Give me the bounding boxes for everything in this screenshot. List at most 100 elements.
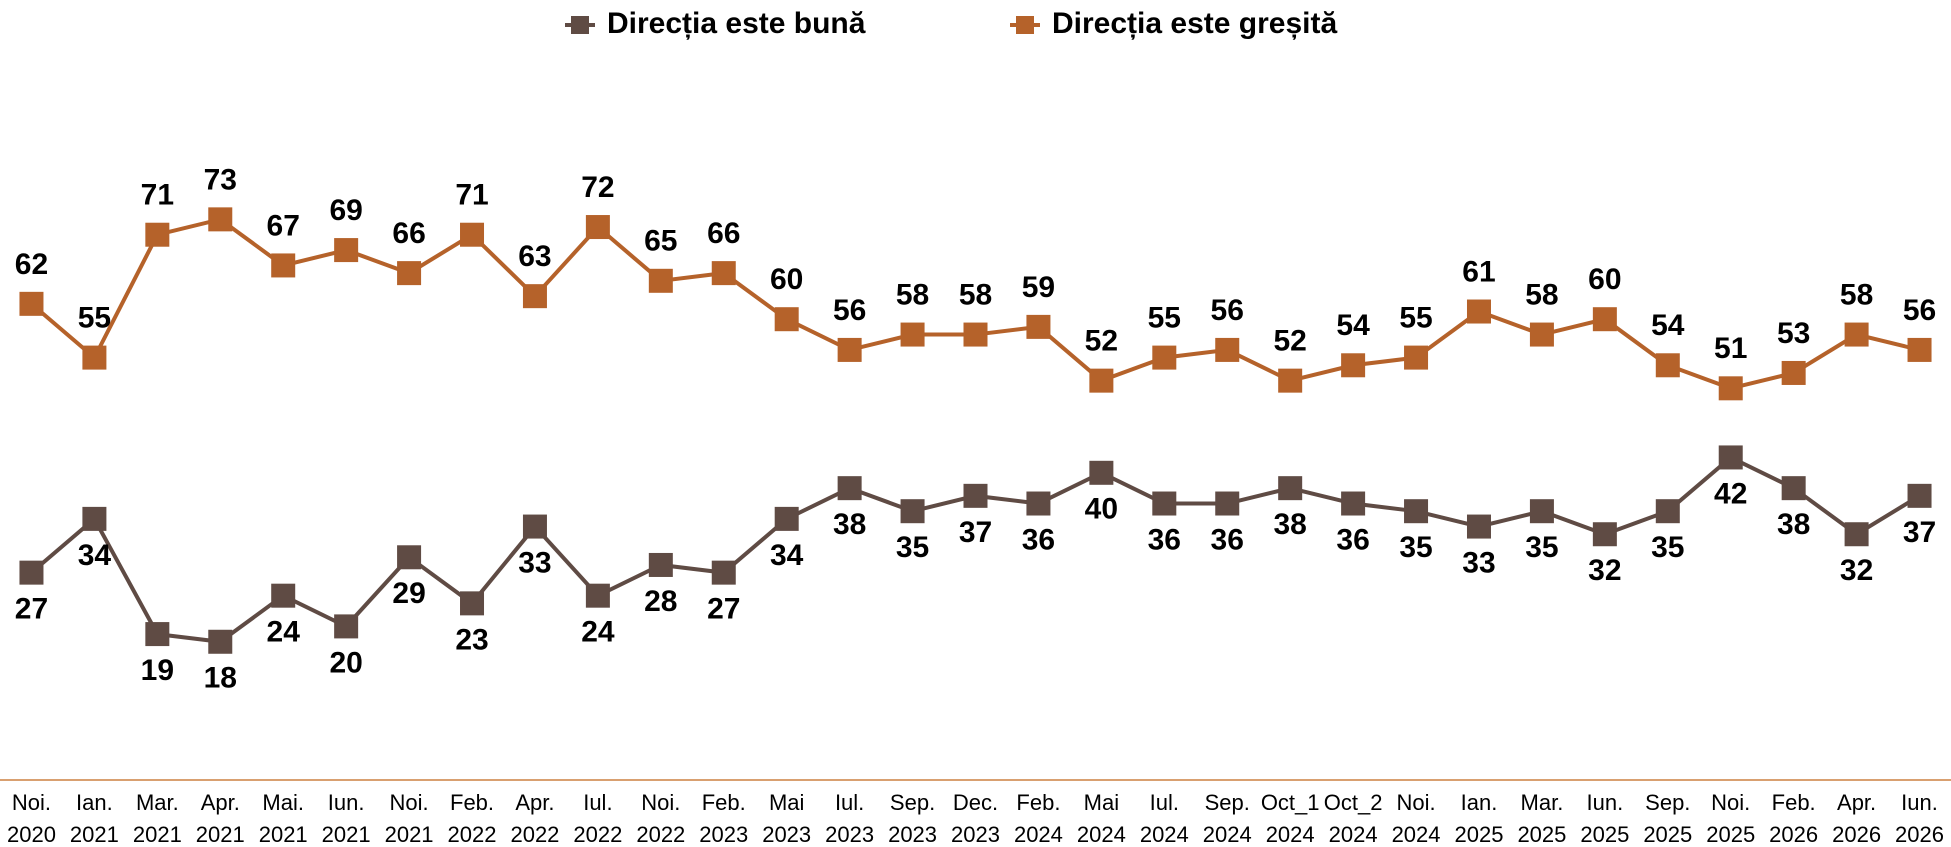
marker [19,291,44,316]
data-label: 54 [1651,309,1685,342]
marker [963,322,988,347]
data-label: 52 [1273,325,1306,358]
data-label: 58 [1840,278,1873,311]
marker [1215,337,1240,362]
data-label: 66 [707,217,740,250]
data-label: 36 [1022,523,1055,556]
data-label: 53 [1777,317,1810,350]
data-label: 55 [78,302,111,335]
marker [1781,360,1806,385]
marker [145,622,170,647]
data-label: 42 [1714,477,1747,510]
data-label: 35 [896,531,929,564]
marker [585,583,610,608]
data-label: 28 [644,585,677,618]
x-tick-label: Feb. 2026 [1769,790,1818,847]
data-label: 59 [1022,271,1055,304]
data-label: 38 [1273,508,1306,541]
marker [1089,368,1114,393]
marker [774,506,799,531]
x-tick-label: Mai 2024 [1077,790,1126,847]
data-label: 62 [15,248,48,281]
marker [1592,522,1617,547]
marker [522,284,547,309]
data-label: 63 [518,240,551,273]
marker [1907,337,1932,362]
marker [82,345,107,370]
data-label: 56 [1211,294,1244,327]
data-label: 27 [15,593,48,626]
data-label: 19 [141,654,174,687]
data-label: 71 [141,179,174,212]
marker [522,514,547,539]
marker [208,207,233,232]
data-label: 58 [1525,278,1558,311]
x-tick-label: Ian. 2025 [1455,790,1504,847]
marker [397,545,422,570]
data-label: 24 [581,616,615,649]
marker [334,614,359,639]
x-tick-label: Feb. 2024 [1014,790,1063,847]
data-label: 65 [644,225,677,258]
data-label: 27 [707,593,740,626]
x-tick-label: Sep. 2024 [1203,790,1252,847]
marker [208,629,233,654]
marker [1655,499,1680,524]
data-label: 38 [1777,508,1810,541]
x-tick-label: Iul. 2022 [573,790,622,847]
x-tick-label: Sep. 2025 [1643,790,1692,847]
data-label: 52 [1085,325,1118,358]
x-tick-label: Ian. 2021 [70,790,119,847]
data-label: 73 [204,163,237,196]
marker [837,337,862,362]
marker [82,506,107,531]
marker [1592,307,1617,332]
marker [1404,345,1429,370]
x-tick-label: Sep. 2023 [888,790,937,847]
data-label: 36 [1211,523,1244,556]
data-label: 35 [1651,531,1684,564]
x-tick-label: Noi. 2021 [385,790,434,847]
data-label: 36 [1148,523,1181,556]
marker [1026,491,1051,516]
data-label: 35 [1525,531,1558,564]
data-label: 20 [329,646,362,679]
marker [1152,491,1177,516]
x-tick-label: Mai 2023 [762,790,811,847]
data-label: 60 [770,263,803,296]
x-tick-label: Mar. 2025 [1517,790,1566,847]
marker [1089,460,1114,485]
marker [1215,491,1240,516]
x-tick-label: Noi. 2024 [1392,790,1441,847]
marker [711,560,736,585]
data-label: 51 [1714,332,1747,365]
marker [397,261,422,286]
data-label: 54 [1336,309,1370,342]
data-label: 32 [1588,554,1621,587]
marker [963,483,988,508]
data-label: 72 [581,171,614,204]
data-label: 34 [770,539,804,572]
x-tick-label: Iul. 2024 [1140,790,1189,847]
x-tick-label: Iun. 2021 [322,790,371,847]
data-label: 56 [1903,294,1936,327]
marker [1907,483,1932,508]
legend-marker [1016,16,1034,34]
marker [585,215,610,240]
x-tick-label: Dec. 2023 [951,790,1000,847]
data-label: 35 [1399,531,1432,564]
marker [774,307,799,332]
data-label: 71 [455,179,488,212]
x-tick-label: Noi. 2022 [636,790,685,847]
x-tick-label: Feb. 2023 [699,790,748,847]
data-label: 36 [1336,523,1369,556]
data-label: 58 [959,278,992,311]
data-label: 37 [959,516,992,549]
data-label: 55 [1399,302,1432,335]
marker [1278,368,1303,393]
data-label: 18 [204,662,237,695]
x-tick-label: Oct_1 2024 [1261,790,1320,847]
marker [837,476,862,501]
data-label: 33 [1462,546,1495,579]
